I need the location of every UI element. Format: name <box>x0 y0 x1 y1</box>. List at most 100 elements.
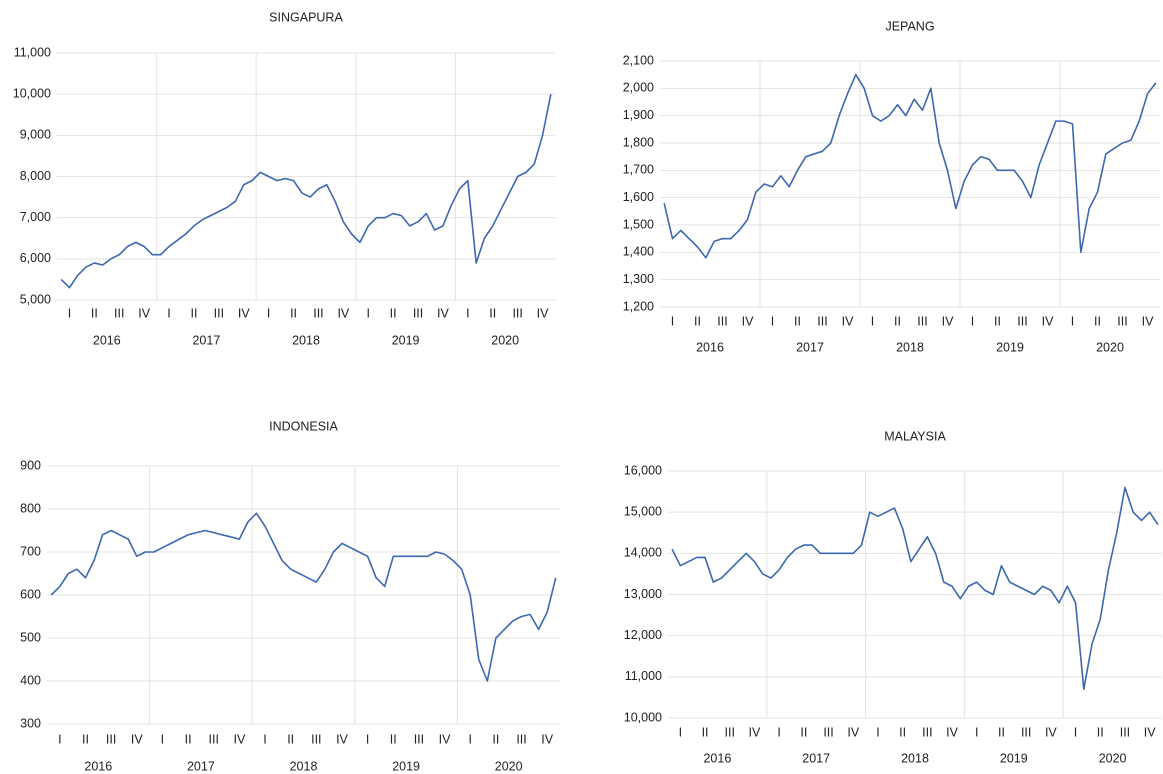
y-tick-label: 15,000 <box>624 504 662 518</box>
x-tick-label: IV <box>541 732 553 746</box>
x-tick-label: I <box>167 306 170 320</box>
x-tick-label: II <box>290 306 297 320</box>
x-tick-label: II <box>800 725 807 739</box>
chart-panel: JEPANG 1,200 1,300 1,400 1,500 1,600 1,700 1,80… <box>623 19 1160 354</box>
y-tick-label: 2,100 <box>623 53 654 67</box>
y-tick-label: 10,000 <box>13 86 51 100</box>
year-label: 2019 <box>392 759 420 773</box>
chart-panel: MALAYSIA 10,000 11,000 12,000 13,000 14,000 15… <box>624 429 1162 765</box>
line-series <box>50 512 557 682</box>
x-tick-label: I <box>975 725 978 739</box>
x-tick-label: I <box>1074 725 1077 739</box>
year-label: 2017 <box>192 333 220 347</box>
y-tick-label: 5,000 <box>20 292 51 306</box>
year-label: 2020 <box>1099 751 1127 765</box>
x-tick-label: IV <box>1142 314 1154 328</box>
x-tick-label: II <box>1097 725 1104 739</box>
x-tick-label: IV <box>131 732 143 746</box>
year-label: 2018 <box>292 333 320 347</box>
y-tick-label: 500 <box>20 630 41 644</box>
x-tick-label: II <box>492 732 499 746</box>
x-tick-label: II <box>894 314 901 328</box>
x-tick-label: II <box>994 314 1001 328</box>
x-tick-label: II <box>702 725 709 739</box>
x-tick-label: IV <box>537 306 549 320</box>
y-tick-label: 1,400 <box>623 245 654 259</box>
y-tick-label: 16,000 <box>624 463 662 477</box>
year-label: 2016 <box>696 340 724 354</box>
x-tick-label: I <box>367 306 370 320</box>
year-label: 2018 <box>896 340 924 354</box>
year-label: 2020 <box>491 333 519 347</box>
y-tick-label: 900 <box>20 458 41 472</box>
x-tick-label: III <box>717 314 727 328</box>
x-tick-label: III <box>1017 314 1027 328</box>
x-tick-label: IV <box>1042 314 1054 328</box>
x-tick-label: I <box>1071 314 1074 328</box>
chart-title: SINGAPURA <box>269 10 343 24</box>
y-tick-label: 6,000 <box>20 251 51 265</box>
x-tick-label: IV <box>942 314 954 328</box>
year-label: 2020 <box>495 759 523 773</box>
year-label: 2016 <box>93 333 121 347</box>
year-label: 2016 <box>84 759 112 773</box>
x-tick-label: III <box>106 732 116 746</box>
y-tick-label: 1,500 <box>623 217 654 231</box>
x-tick-label: IV <box>437 306 449 320</box>
x-tick-label: IV <box>749 725 761 739</box>
y-tick-label: 12,000 <box>624 628 662 642</box>
x-tick-label: II <box>694 314 701 328</box>
x-tick-label: II <box>390 732 397 746</box>
y-tick-label: 11,000 <box>625 669 662 683</box>
y-tick-label: 13,000 <box>624 587 662 601</box>
chart-title: JEPANG <box>885 19 934 33</box>
y-tick-label: 8,000 <box>20 169 51 183</box>
y-tick-label: 600 <box>20 587 41 601</box>
y-tick-label: 7,000 <box>20 210 51 224</box>
x-tick-label: I <box>161 732 164 746</box>
x-tick-label: IV <box>1045 725 1057 739</box>
year-label: 2018 <box>290 759 318 773</box>
x-tick-label: I <box>876 725 879 739</box>
x-tick-label: IV <box>847 725 859 739</box>
x-tick-label: III <box>209 732 219 746</box>
y-tick-label: 14,000 <box>624 546 662 560</box>
y-tick-label: 300 <box>20 716 41 730</box>
x-tick-label: I <box>267 306 270 320</box>
x-tick-label: III <box>311 732 321 746</box>
x-tick-label: III <box>725 725 735 739</box>
x-tick-label: I <box>871 314 874 328</box>
line-series <box>663 73 1157 259</box>
chart-title: INDONESIA <box>269 419 338 433</box>
y-tick-label: 9,000 <box>20 128 51 142</box>
x-tick-label: I <box>671 314 674 328</box>
x-tick-label: III <box>922 725 932 739</box>
x-tick-label: IV <box>233 732 245 746</box>
year-label: 2019 <box>1000 751 1028 765</box>
x-tick-label: III <box>1117 314 1127 328</box>
x-tick-label: III <box>114 306 124 320</box>
x-tick-label: I <box>366 732 369 746</box>
x-tick-label: I <box>468 732 471 746</box>
y-tick-label: 2,000 <box>623 81 654 95</box>
y-tick-label: 400 <box>20 673 41 687</box>
x-tick-label: III <box>413 306 423 320</box>
y-tick-label: 700 <box>20 544 41 558</box>
x-tick-label: I <box>771 314 774 328</box>
x-tick-label: II <box>489 306 496 320</box>
x-tick-label: III <box>414 732 424 746</box>
x-tick-label: II <box>91 306 98 320</box>
x-tick-label: IV <box>742 314 754 328</box>
x-tick-label: I <box>971 314 974 328</box>
chart-title: MALAYSIA <box>884 429 946 443</box>
x-tick-label: II <box>998 725 1005 739</box>
x-tick-label: IV <box>238 306 250 320</box>
x-tick-label: III <box>512 306 522 320</box>
x-tick-label: II <box>185 732 192 746</box>
year-label: 2019 <box>996 340 1024 354</box>
y-tick-label: 1,800 <box>623 135 654 149</box>
x-tick-label: III <box>214 306 224 320</box>
y-tick-label: 1,300 <box>623 272 654 286</box>
x-tick-label: I <box>679 725 682 739</box>
